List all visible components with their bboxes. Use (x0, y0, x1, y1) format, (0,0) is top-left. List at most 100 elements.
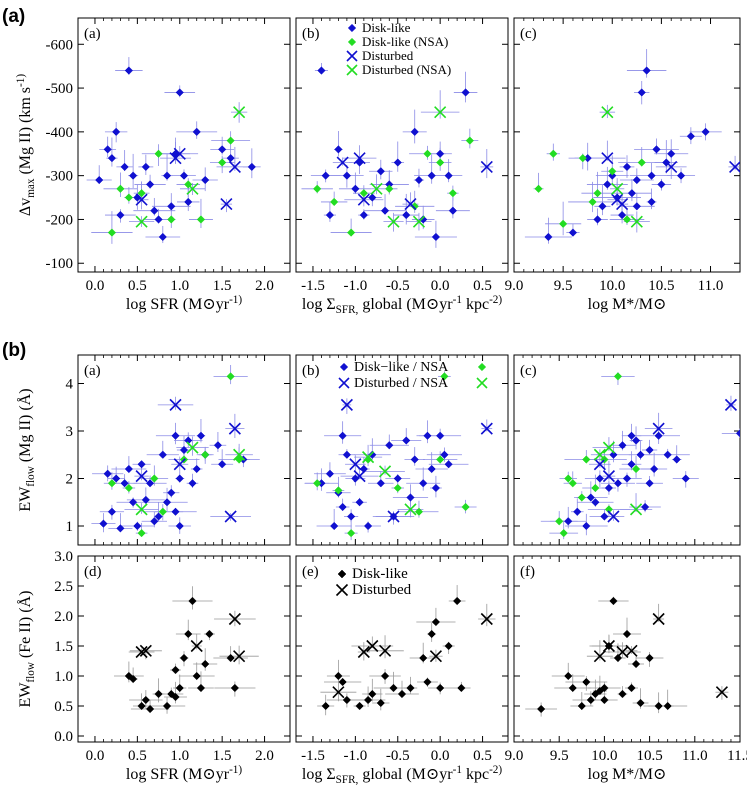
point-diamond (645, 445, 654, 455)
point-diamond (444, 171, 453, 180)
point-diamond (359, 210, 368, 220)
panel-frame (295, 354, 509, 546)
point-diamond (582, 677, 591, 687)
point-diamond (672, 455, 681, 464)
point-diamond (346, 512, 356, 521)
point-diamond (154, 215, 163, 224)
point-x (480, 422, 493, 435)
point-diamond (632, 202, 641, 211)
point-diamond (363, 521, 373, 531)
point-diamond (116, 184, 125, 193)
point-diamond (419, 479, 428, 488)
plot-area (301, 62, 494, 248)
point-diamond (226, 653, 235, 663)
point-diamond (586, 695, 595, 705)
point-diamond (604, 483, 614, 493)
plot-area (86, 57, 261, 244)
point-diamond (410, 455, 419, 464)
legend-marker (347, 37, 357, 47)
panel-b1: 1 2 3 4 (a) EWflow (Mg II) (Å) (16, 354, 291, 546)
point-diamond (591, 498, 600, 507)
point-diamond (393, 483, 402, 493)
point-diamond (313, 479, 322, 488)
y-tick-label: -300 (46, 169, 74, 185)
point-x (173, 147, 186, 160)
point-diamond (317, 66, 326, 75)
point-x (228, 160, 241, 173)
point-diamond (196, 431, 206, 440)
point-diamond (321, 171, 330, 180)
point-diamond (444, 460, 453, 469)
x-tick-label: 0.0 (86, 278, 105, 294)
point-diamond (642, 66, 651, 75)
point-diamond (218, 158, 227, 167)
point-diamond (544, 232, 553, 242)
panel-frame (295, 555, 509, 743)
point-diamond (107, 153, 117, 163)
point-diamond (124, 483, 134, 493)
y-tick-label: -100 (46, 256, 74, 272)
point-diamond (406, 683, 415, 693)
legend-marker (476, 377, 488, 389)
point-diamond (179, 445, 189, 455)
point-diamond (645, 479, 654, 488)
panel-frame (513, 17, 741, 273)
point-x (378, 465, 392, 478)
point-x (220, 198, 233, 211)
point-diamond (230, 683, 240, 693)
point-x (434, 106, 447, 119)
point-diamond (137, 189, 146, 198)
plot-area (317, 585, 496, 716)
point-diamond (171, 507, 180, 516)
point-x (362, 451, 375, 464)
point-diamond (564, 517, 573, 526)
point-diamond (603, 180, 612, 189)
point-diamond (402, 436, 411, 445)
point-diamond (363, 695, 373, 705)
point-diamond (393, 474, 402, 483)
point-diamond (150, 474, 159, 483)
point-diamond (158, 232, 167, 242)
legend-marker (477, 362, 487, 372)
point-x (135, 645, 148, 659)
point-diamond (427, 629, 436, 639)
point-diamond (385, 441, 394, 450)
point-diamond (192, 671, 201, 681)
point-x (387, 215, 400, 228)
point-diamond (440, 450, 449, 459)
point-x (357, 193, 370, 206)
point-diamond (385, 184, 394, 193)
point-diamond (600, 683, 609, 693)
x-tick-label: 11.5 (727, 748, 747, 764)
point-diamond (338, 502, 347, 512)
point-diamond (325, 210, 335, 220)
point-x (139, 644, 152, 657)
y-tick-label: 0.5 (54, 699, 73, 715)
point-diamond (436, 158, 445, 167)
point-diamond (325, 469, 335, 478)
point-diamond (637, 158, 646, 167)
figure-label-a: (a) (2, 6, 25, 27)
point-diamond (647, 171, 656, 180)
legend-label: Disturbed (NSA) (362, 62, 451, 77)
point-diamond (448, 189, 458, 198)
point-diamond (342, 450, 352, 459)
point-diamond (184, 629, 193, 639)
point-x (715, 686, 728, 699)
point-diamond (676, 171, 686, 180)
point-diamond (247, 162, 256, 172)
panel-tag: (c) (520, 363, 537, 379)
panel-tag: (a) (84, 363, 101, 379)
y-axis-label: EWflow (Mg II) (Å) (16, 388, 37, 511)
point-diamond (582, 521, 591, 531)
point-x (228, 422, 241, 435)
point-diamond (116, 524, 125, 533)
point-diamond (637, 88, 646, 97)
point-diamond (667, 149, 676, 158)
point-diamond (622, 474, 632, 483)
point-diamond (640, 502, 650, 512)
point-diamond (649, 464, 659, 474)
point-diamond (645, 653, 654, 663)
point-diamond (681, 474, 690, 483)
point-diamond (321, 701, 330, 711)
